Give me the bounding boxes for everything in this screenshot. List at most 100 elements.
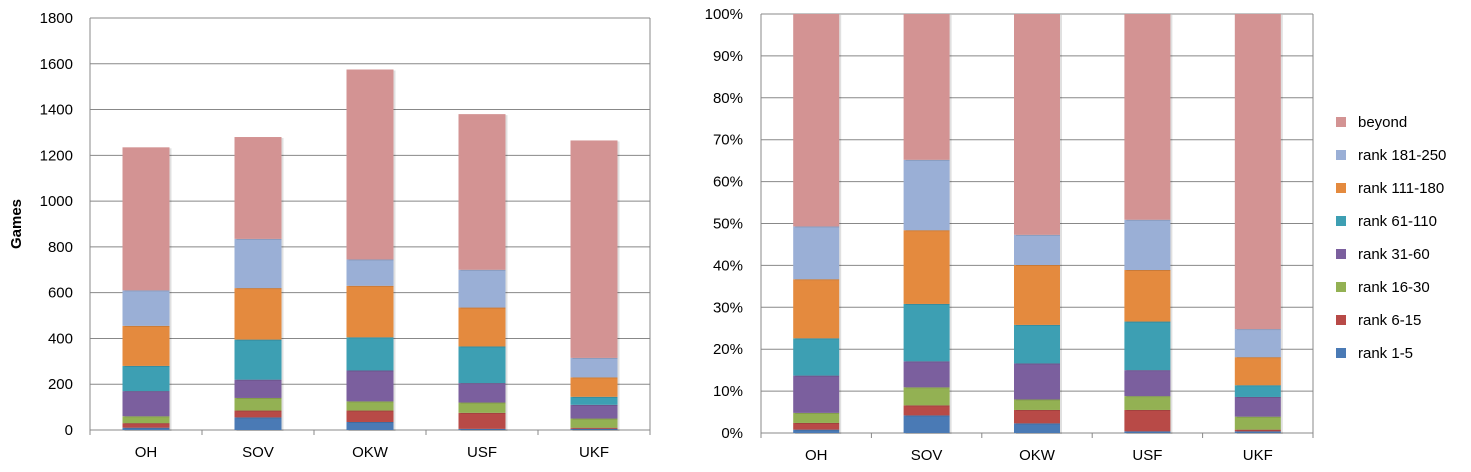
legend-swatch [1336, 183, 1346, 193]
bar-segment-okw-rank-31-60 [1014, 363, 1060, 400]
legend-item-rank-16-30: rank 16-30 [1336, 279, 1430, 296]
bar-segment-usf-rank-31-60 [458, 383, 506, 403]
bar-segment-ukf-rank-111-180 [1234, 357, 1281, 386]
bar-segment-usf-rank-31-60 [1124, 370, 1171, 397]
bar-segment-ukf-rank-111-180 [570, 377, 618, 397]
category-label: UKF [579, 444, 609, 461]
y-tick-label: 400 [48, 330, 73, 347]
bar-segment-usf-rank-181-250 [1124, 219, 1171, 271]
y-tick-label: 1600 [40, 56, 73, 73]
bar-segment-ukf-rank-6-15 [1234, 429, 1281, 432]
legend-label: beyond [1358, 114, 1407, 131]
bar-segment-okw-rank-31-60 [346, 370, 394, 402]
bar-segment-sov-rank-61-110 [234, 339, 282, 380]
bar-segment-okw-rank-111-180 [346, 285, 394, 338]
bar-segment-oh-beyond [793, 14, 840, 227]
bar-segment-okw-rank-61-110 [346, 337, 394, 371]
bar-segment-sov-rank-1-5 [903, 415, 950, 433]
bar-segment-ukf-rank-61-110 [570, 396, 618, 405]
category-label: OKW [352, 444, 389, 461]
bar-segment-ukf-rank-16-30 [1234, 416, 1281, 430]
bar-segment-ukf-rank-31-60 [1234, 396, 1281, 417]
y-tick-label: 600 [48, 285, 73, 302]
bar-segment-oh-rank-16-30 [122, 416, 170, 424]
category-label: OH [805, 447, 828, 464]
bar-segment-ukf-rank-31-60 [570, 404, 618, 419]
bar-segment-ukf-rank-181-250 [570, 357, 618, 378]
bar-segment-okw-rank-181-250 [1014, 234, 1060, 265]
y-tick-label: 80% [713, 90, 743, 107]
bar-segment-oh-rank-111-180 [793, 279, 840, 339]
bar-segment-sov-rank-1-5 [234, 417, 282, 430]
bar-segment-oh-rank-6-15 [793, 422, 840, 430]
bar-segment-usf-rank-61-110 [1124, 321, 1171, 371]
bar-segment-oh-rank-16-30 [793, 412, 840, 423]
bar-segment-oh-rank-1-5 [793, 429, 840, 433]
y-tick-label: 800 [48, 239, 73, 256]
bar-segment-usf-beyond [458, 114, 506, 270]
bar-segment-usf-rank-6-15 [458, 412, 506, 429]
category-label: SOV [911, 447, 943, 464]
games-count-chart: 0 200 400 600 800 1000 1200 1400 1600 1800 OH SOV OK… [8, 10, 651, 461]
bar-segment-oh-rank-31-60 [793, 375, 840, 413]
bar-segment-okw-rank-61-110 [1014, 324, 1060, 364]
bar-segment-ukf-rank-1-5 [570, 428, 618, 430]
bar-segment-usf-rank-61-110 [458, 346, 506, 384]
category-label: UKF [1243, 447, 1273, 464]
y-tick-label: 100% [705, 6, 743, 23]
bar-shadow [572, 429, 620, 431]
bar-segment-oh-rank-31-60 [122, 391, 170, 417]
bar-shadow [460, 429, 508, 431]
y-tick-label: 0 [65, 422, 73, 439]
y-tick-label: 1800 [40, 10, 73, 27]
legend-swatch [1336, 315, 1346, 325]
bar-segment-ukf-rank-1-5 [1234, 431, 1281, 433]
legend-item-rank-181-250: rank 181-250 [1336, 147, 1446, 164]
legend-swatch [1336, 216, 1346, 226]
y-tick-label: 70% [713, 132, 743, 149]
bar-segment-okw-rank-1-5 [346, 421, 394, 430]
bar-segment-ukf-rank-61-110 [1234, 385, 1281, 397]
bar-segment-ukf-rank-6-15 [570, 427, 618, 429]
bar-segment-usf-rank-6-15 [1124, 409, 1171, 432]
bar-segment-usf-rank-16-30 [458, 402, 506, 413]
legend-item-beyond: beyond [1336, 114, 1407, 131]
bar-segment-usf-rank-1-5 [458, 428, 506, 430]
bar-segment-sov-rank-31-60 [234, 379, 282, 398]
legend-swatch [1336, 249, 1346, 259]
bar-segment-oh-rank-181-250 [793, 226, 840, 280]
bar-segment-okw-rank-1-5 [1014, 423, 1060, 433]
legend-label: rank 61-110 [1358, 213, 1437, 230]
bar-segment-usf-rank-111-180 [1124, 270, 1171, 322]
category-label: OH [135, 444, 158, 461]
bar-segment-sov-rank-181-250 [234, 238, 282, 289]
bar-segment-oh-rank-61-110 [122, 365, 170, 392]
bar-segment-sov-rank-111-180 [234, 288, 282, 340]
y-tick-label: 200 [48, 376, 73, 393]
bar-segment-okw-rank-16-30 [1014, 399, 1060, 410]
bar-shadow [572, 428, 620, 430]
bar-shadow [1236, 432, 1283, 434]
y-tick-label: 1000 [40, 193, 73, 210]
legend-item-rank-31-60: rank 31-60 [1336, 246, 1430, 263]
bar-segment-sov-rank-61-110 [903, 303, 950, 362]
bar-segment-sov-rank-111-180 [903, 230, 950, 304]
bar-segment-okw-rank-6-15 [1014, 409, 1060, 424]
legend-swatch [1336, 150, 1346, 160]
y-tick-label: 90% [713, 48, 743, 65]
bar-segment-oh-rank-111-180 [122, 325, 170, 366]
bar-segment-oh-rank-181-250 [122, 290, 170, 326]
games-percent-chart: 0% 10% 20% 30% 40% 50% 60% 70% 80% 90% 100% OH SOV OK… [705, 6, 1314, 464]
y-tick-label: 1400 [40, 102, 73, 119]
bar-segment-sov-beyond [234, 137, 282, 239]
y-tick-label: 1200 [40, 147, 73, 164]
bar-segment-oh-rank-61-110 [793, 338, 840, 376]
bar-segment-oh-rank-6-15 [122, 423, 170, 428]
legend-item-rank-1-5: rank 1-5 [1336, 345, 1413, 362]
legend-item-rank-6-15: rank 6-15 [1336, 312, 1421, 329]
bar-segment-usf-beyond [1124, 14, 1171, 220]
bar-segment-usf-rank-111-180 [458, 307, 506, 347]
bar-shadow [1126, 432, 1173, 434]
y-tick-label: 40% [713, 257, 743, 274]
